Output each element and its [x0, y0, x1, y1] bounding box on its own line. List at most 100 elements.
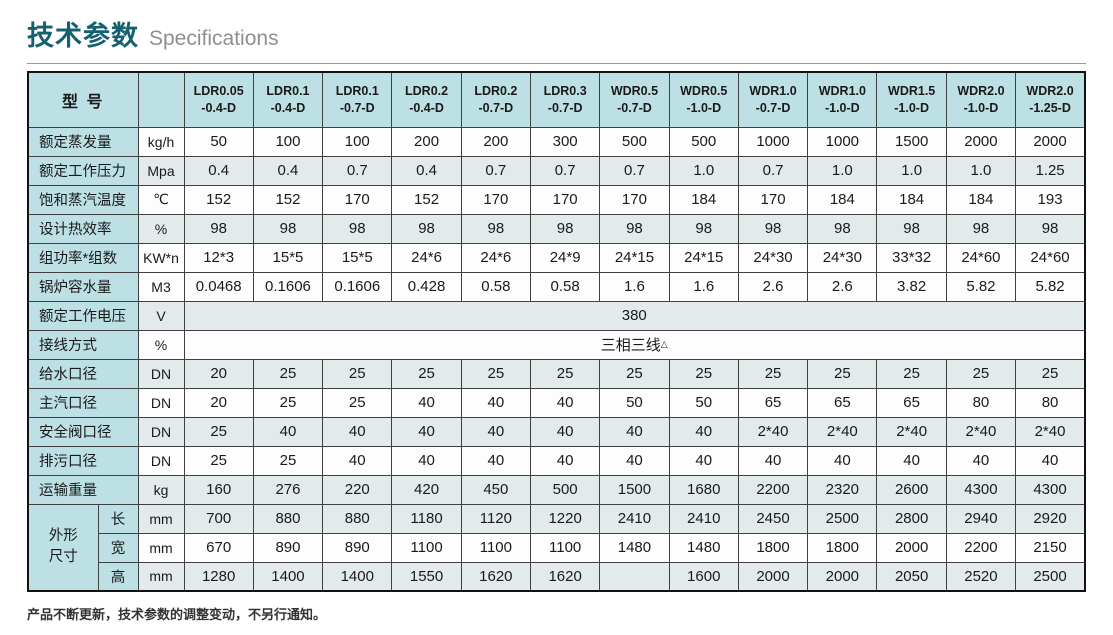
value-cell: 1400: [252, 561, 324, 592]
value-cell: 2050: [876, 561, 947, 592]
value-cell: 276: [252, 474, 324, 505]
spec-label: 锅炉容水量: [27, 271, 139, 302]
model-cell: WDR1.0 -0.7-D: [737, 71, 809, 128]
value-cell: 40: [322, 416, 393, 447]
value-cell: 0.428: [391, 271, 462, 302]
value-cell: 3.82: [876, 271, 947, 302]
value-cell: 40: [945, 445, 1017, 476]
value-cell: 152: [183, 184, 254, 215]
value-cell: 25: [322, 387, 393, 418]
value-cell: 1000: [807, 126, 878, 157]
spec-row: 设计热效率% 98 98 98 98 98 98 98 98 98 98 98 98 98: [27, 213, 1086, 244]
value-cell: 1500: [599, 474, 670, 505]
value-cell: 170: [599, 184, 670, 215]
value-cell: 0.7: [737, 155, 809, 186]
title-english: Specifications: [149, 27, 279, 50]
value-cell: 25: [252, 387, 324, 418]
value-cell: 1480: [599, 532, 670, 563]
dimension-row: 高 mm 1280 1400 1400 1550 1620 1620 1600 2000 2000 2…: [28, 561, 1086, 592]
value-cell: 670: [183, 532, 254, 563]
spec-row: 额定蒸发量 kg/h 50 100 100 200 200 300 500 500 1000 1000…: [27, 126, 1086, 157]
value-cell: 25: [460, 358, 532, 389]
value-cell: 5.82: [945, 271, 1017, 302]
value-cell: 50: [599, 387, 670, 418]
value-cell: 0.4: [391, 155, 462, 186]
spec-label: 接线方式: [27, 329, 139, 360]
value-cell: 1.6: [668, 271, 739, 302]
model-cell: LDR0.2 -0.7-D: [460, 71, 532, 128]
value-cell: 1800: [807, 532, 878, 563]
spec-label: 组功率*组数: [27, 242, 139, 273]
value-cell: 1500: [876, 126, 947, 157]
model-cell: WDR1.0 -1.0-D: [807, 71, 878, 128]
value-cell: 25: [183, 445, 254, 476]
spec-label: 主汽口径: [27, 387, 139, 418]
value-cell: 98: [668, 213, 739, 244]
unit-label: V: [137, 300, 185, 331]
spec-row: 额定工作电压 V 380: [27, 300, 1086, 331]
value-cell: 40: [668, 445, 739, 476]
value-cell: 890: [252, 532, 324, 563]
spec-row: 接线方式% 三相三线△: [27, 329, 1086, 360]
value-cell: 890: [322, 532, 393, 563]
spec-row: 给水口径 DN 20 25 25 25 25 25 25 25 25 25 25 25 25: [27, 358, 1086, 389]
value-cell: 50: [668, 387, 739, 418]
value-cell: 2320: [807, 474, 878, 505]
value-cell: 98: [876, 213, 947, 244]
value-cell: 1620: [460, 561, 532, 592]
model-cell: LDR0.05 -0.4-D: [183, 71, 254, 128]
value-cell: 184: [945, 184, 1017, 215]
value-cell: 20: [183, 358, 254, 389]
value-cell: 2500: [1015, 561, 1086, 592]
value-cell: 24*9: [529, 242, 601, 273]
spec-row: 安全阀口径 DN 25 40 40 40 40 40 40 40 2*40 2*40 2*40 2*40 2…: [27, 416, 1086, 447]
value-cell: 40: [599, 445, 670, 476]
value-cell: 15*5: [322, 242, 393, 273]
value-cell: 2920: [1015, 503, 1086, 534]
page-title: 技术参数 Specifications: [27, 14, 1086, 53]
value-cell: 1.6: [599, 271, 670, 302]
spec-label: 安全阀口径: [27, 416, 139, 447]
model-cell: LDR0.3 -0.7-D: [529, 71, 601, 128]
value-cell: 2000: [807, 561, 878, 592]
value-cell: 184: [668, 184, 739, 215]
value-cell: 25: [876, 358, 947, 389]
value-cell: 2200: [737, 474, 809, 505]
value-cell: 2*40: [876, 416, 947, 447]
value-cell: 160: [183, 474, 254, 505]
value-cell: 1480: [668, 532, 739, 563]
model-cell: WDR2.0 -1.0-D: [945, 71, 1017, 128]
value-cell: 0.4: [252, 155, 324, 186]
value-cell: 1400: [322, 561, 393, 592]
value-cell: 40: [391, 445, 462, 476]
value-cell: 200: [391, 126, 462, 157]
unit-label: DN: [137, 358, 185, 389]
value-cell: 24*15: [668, 242, 739, 273]
footer-note: 产品不断更新，技术参数的调整变动，不另行通知。: [27, 607, 327, 622]
value-cell: 40: [460, 416, 532, 447]
value-cell: 98: [183, 213, 254, 244]
value-cell: 40: [322, 445, 393, 476]
unit-label: mm: [137, 503, 185, 534]
value-cell: 80: [945, 387, 1017, 418]
value-cell: 2520: [945, 561, 1017, 592]
value-cell: 1620: [529, 561, 601, 592]
value-cell: 1120: [460, 503, 532, 534]
value-cell: 880: [252, 503, 324, 534]
delta-mark: △: [660, 339, 668, 349]
value-cell: 40: [807, 445, 878, 476]
value-cell: 40: [529, 387, 601, 418]
value-cell: 40: [391, 416, 462, 447]
value-cell: 25: [945, 358, 1017, 389]
value-cell: 15*5: [252, 242, 324, 273]
value-cell: 500: [668, 126, 739, 157]
model-cell: LDR0.1 -0.4-D: [252, 71, 324, 128]
value-cell: 25: [807, 358, 878, 389]
value-cell: 24*30: [737, 242, 809, 273]
value-cell: 4300: [1015, 474, 1086, 505]
value-cell: 300: [529, 126, 601, 157]
value-cell: 1550: [391, 561, 462, 592]
value-cell: 420: [391, 474, 462, 505]
value-cell: 1.25: [1015, 155, 1086, 186]
value-cell: 24*15: [599, 242, 670, 273]
